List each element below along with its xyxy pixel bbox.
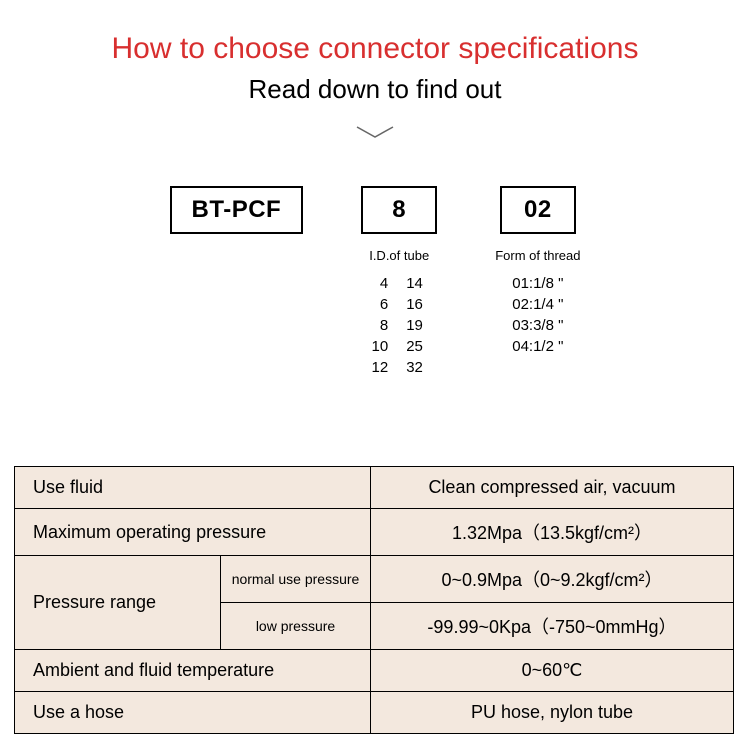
spec-sublabel: normal use pressure bbox=[221, 556, 371, 603]
spec-value: 0~60℃ bbox=[371, 650, 734, 692]
spec-sublabel: low pressure bbox=[221, 603, 371, 650]
list-item: 03:3/8 " bbox=[512, 317, 563, 334]
spec-code-row: BT-PCF 8 I.D.of tube 414 616 819 1025 12… bbox=[0, 186, 750, 376]
chevron-down-icon bbox=[353, 125, 397, 141]
list-item: 414 bbox=[368, 275, 430, 292]
table-row: Pressure range normal use pressure 0~0.9… bbox=[15, 556, 734, 603]
spec-tube-id-label: I.D.of tube bbox=[369, 248, 429, 263]
spec-label: Maximum operating pressure bbox=[15, 509, 371, 556]
thread-list: 01:1/8 " 02:1/4 " 03:3/8 " 04:1/2 " bbox=[512, 275, 563, 355]
table-row: Use fluid Clean compressed air, vacuum bbox=[15, 467, 734, 509]
spec-label: Pressure range bbox=[15, 556, 221, 650]
table-row: Use a hose PU hose, nylon tube bbox=[15, 692, 734, 734]
spec-thread-col: 02 Form of thread 01:1/8 " 02:1/4 " 03:3… bbox=[495, 186, 580, 355]
list-item: 04:1/2 " bbox=[512, 338, 563, 355]
tube-id-list: 414 616 819 1025 1232 bbox=[368, 275, 430, 376]
spec-value: 1.32Mpa（13.5kgf/cm²） bbox=[371, 509, 734, 556]
spec-value: PU hose, nylon tube bbox=[371, 692, 734, 734]
list-item: 1025 bbox=[368, 338, 430, 355]
table-row: Maximum operating pressure 1.32Mpa（13.5k… bbox=[15, 509, 734, 556]
list-item: 02:1/4 " bbox=[512, 296, 563, 313]
spec-value: -99.99~0Kpa（-750~0mmHg） bbox=[371, 603, 734, 650]
list-item: 1232 bbox=[368, 359, 430, 376]
spec-thread-label: Form of thread bbox=[495, 248, 580, 263]
spec-value: 0~0.9Mpa（0~9.2kgf/cm²） bbox=[371, 556, 734, 603]
list-item: 01:1/8 " bbox=[512, 275, 563, 292]
list-item: 616 bbox=[368, 296, 430, 313]
spec-thread-box: 02 bbox=[500, 186, 576, 234]
table-row: Ambient and fluid temperature 0~60℃ bbox=[15, 650, 734, 692]
list-item: 819 bbox=[368, 317, 430, 334]
page-subtitle: Read down to find out bbox=[0, 74, 750, 105]
spec-value: Clean compressed air, vacuum bbox=[371, 467, 734, 509]
spec-prefix-box: BT-PCF bbox=[170, 186, 304, 234]
spec-label: Use fluid bbox=[15, 467, 371, 509]
spec-label: Ambient and fluid temperature bbox=[15, 650, 371, 692]
spec-label: Use a hose bbox=[15, 692, 371, 734]
spec-tube-id-box: 8 bbox=[361, 186, 437, 234]
page-title: How to choose connector specifications bbox=[0, 32, 750, 66]
spec-prefix-col: BT-PCF bbox=[170, 186, 304, 234]
header: How to choose connector specifications R… bbox=[0, 0, 750, 146]
spec-tube-id-col: 8 I.D.of tube 414 616 819 1025 1232 bbox=[361, 186, 437, 376]
specifications-table: Use fluid Clean compressed air, vacuum M… bbox=[14, 466, 734, 734]
